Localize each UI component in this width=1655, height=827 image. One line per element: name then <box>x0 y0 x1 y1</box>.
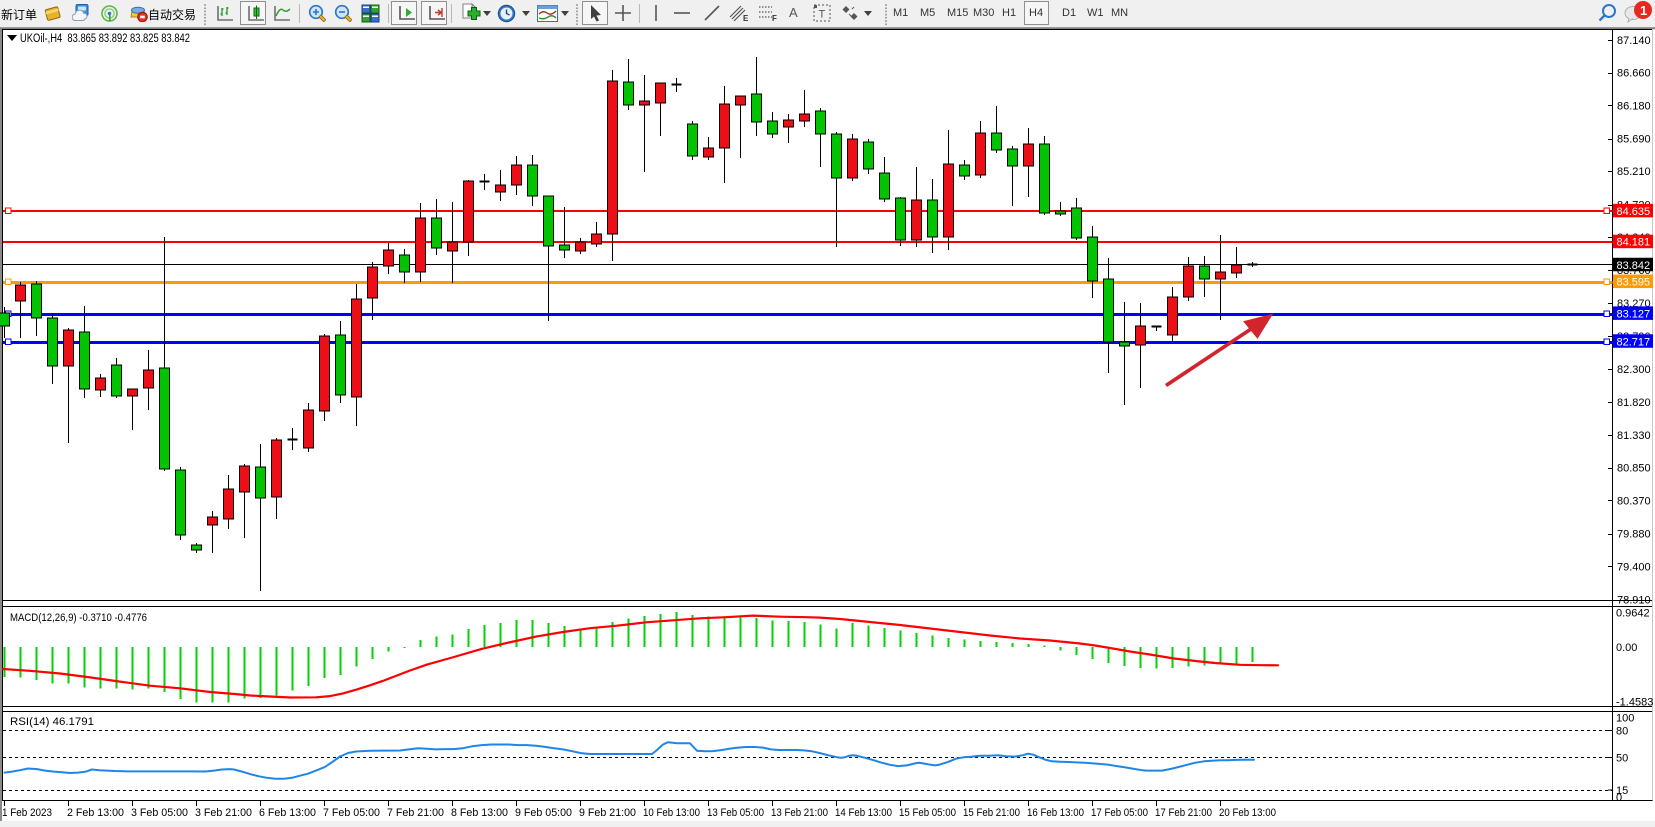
svg-text:7 Feb 21:00: 7 Feb 21:00 <box>387 807 444 819</box>
svg-text:F: F <box>772 14 777 23</box>
svg-text:83.127: 83.127 <box>1617 308 1651 320</box>
svg-text:16 Feb 13:00: 16 Feb 13:00 <box>1027 807 1084 819</box>
svg-text:81.820: 81.820 <box>1617 397 1651 409</box>
svg-text:81.330: 81.330 <box>1617 430 1651 442</box>
svg-text:3 Feb 21:00: 3 Feb 21:00 <box>195 807 252 819</box>
svg-text:79.880: 79.880 <box>1617 529 1651 541</box>
svg-text:UKOil-,H4 83.865 83.892 83.82: UKOil-,H4 83.865 83.892 83.825 83.842 <box>20 33 190 45</box>
svg-text:MACD(12,26,9) -0.3710 -0.4776: MACD(12,26,9) -0.3710 -0.4776 <box>10 612 147 624</box>
svg-text:86.180: 86.180 <box>1617 100 1651 112</box>
svg-text:7 Feb 05:00: 7 Feb 05:00 <box>323 807 380 819</box>
svg-text:0: 0 <box>1616 792 1622 804</box>
svg-text:6 Feb 13:00: 6 Feb 13:00 <box>259 807 316 819</box>
svg-text:RSI(14) 46.1791: RSI(14) 46.1791 <box>10 716 94 728</box>
svg-text:50: 50 <box>1616 753 1628 765</box>
svg-text:1: 1 <box>1640 3 1647 18</box>
svg-text:10 Feb 13:00: 10 Feb 13:00 <box>643 807 700 819</box>
svg-text:14 Feb 13:00: 14 Feb 13:00 <box>835 807 892 819</box>
svg-text:1 Feb 2023: 1 Feb 2023 <box>2 807 52 819</box>
svg-text:82.300: 82.300 <box>1617 364 1651 376</box>
svg-text:E: E <box>743 14 749 23</box>
svg-text:100: 100 <box>1616 713 1634 725</box>
svg-text:80.850: 80.850 <box>1617 463 1651 475</box>
svg-text:82.717: 82.717 <box>1617 336 1651 348</box>
svg-text:80: 80 <box>1616 726 1628 738</box>
svg-text:20 Feb 13:00: 20 Feb 13:00 <box>1219 807 1276 819</box>
svg-text:2 Feb 13:00: 2 Feb 13:00 <box>67 807 124 819</box>
svg-text:13 Feb 21:00: 13 Feb 21:00 <box>771 807 828 819</box>
svg-text:86.660: 86.660 <box>1617 68 1651 80</box>
svg-text:87.140: 87.140 <box>1617 35 1651 47</box>
svg-text:15: 15 <box>1616 785 1628 797</box>
svg-text:78.910: 78.910 <box>1617 595 1651 607</box>
svg-text:T: T <box>819 9 826 21</box>
svg-text:85.210: 85.210 <box>1617 166 1651 178</box>
svg-text:3 Feb 05:00: 3 Feb 05:00 <box>131 807 188 819</box>
svg-text:85.690: 85.690 <box>1617 134 1651 146</box>
svg-text:17 Feb 05:00: 17 Feb 05:00 <box>1091 807 1148 819</box>
svg-text:84.181: 84.181 <box>1617 237 1651 249</box>
svg-text:83.595: 83.595 <box>1617 277 1651 289</box>
svg-text:13 Feb 05:00: 13 Feb 05:00 <box>707 807 764 819</box>
svg-text:17 Feb 21:00: 17 Feb 21:00 <box>1155 807 1212 819</box>
svg-text:9 Feb 21:00: 9 Feb 21:00 <box>579 807 636 819</box>
svg-text:0.00: 0.00 <box>1616 642 1637 654</box>
svg-text:0.9642: 0.9642 <box>1616 608 1650 620</box>
svg-text:15 Feb 21:00: 15 Feb 21:00 <box>963 807 1020 819</box>
svg-text:-1.4583: -1.4583 <box>1616 697 1653 709</box>
svg-text:8 Feb 13:00: 8 Feb 13:00 <box>451 807 508 819</box>
svg-text:83.842: 83.842 <box>1617 260 1651 272</box>
svg-text:9 Feb 05:00: 9 Feb 05:00 <box>515 807 572 819</box>
svg-text:80.370: 80.370 <box>1617 495 1651 507</box>
svg-text:84.635: 84.635 <box>1617 206 1651 218</box>
svg-text:15 Feb 05:00: 15 Feb 05:00 <box>899 807 956 819</box>
svg-text:79.400: 79.400 <box>1617 561 1651 573</box>
